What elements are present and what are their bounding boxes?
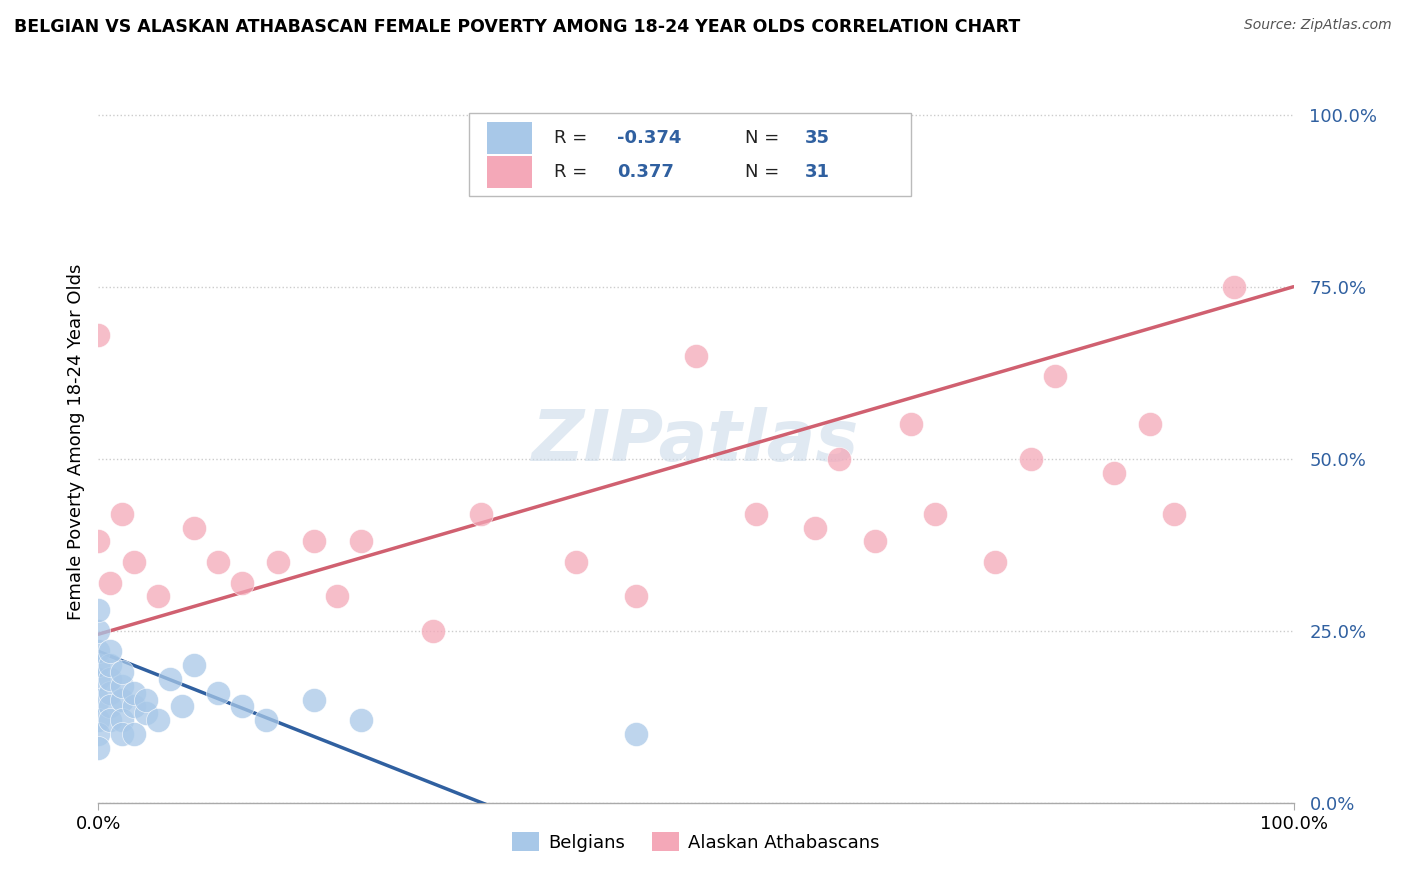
- Point: [984, 555, 1007, 569]
- Text: ZIPatlas: ZIPatlas: [533, 407, 859, 476]
- Point: [87, 534, 110, 549]
- Point: [111, 727, 134, 741]
- Text: -0.374: -0.374: [617, 129, 682, 147]
- Point: [326, 590, 349, 604]
- Point: [148, 590, 170, 604]
- Text: 35: 35: [804, 129, 830, 147]
- Point: [87, 603, 110, 617]
- Point: [111, 713, 134, 727]
- Point: [87, 727, 110, 741]
- Point: [865, 534, 887, 549]
- Point: [1019, 451, 1042, 466]
- Point: [302, 692, 325, 706]
- Text: N =: N =: [745, 129, 785, 147]
- Point: [254, 713, 277, 727]
- Point: [98, 575, 122, 590]
- Point: [302, 534, 325, 549]
- Point: [924, 507, 946, 521]
- Y-axis label: Female Poverty Among 18-24 Year Olds: Female Poverty Among 18-24 Year Olds: [66, 263, 84, 620]
- FancyBboxPatch shape: [470, 112, 911, 196]
- Point: [1223, 279, 1246, 293]
- Point: [183, 520, 205, 534]
- Text: BELGIAN VS ALASKAN ATHABASCAN FEMALE POVERTY AMONG 18-24 YEAR OLDS CORRELATION C: BELGIAN VS ALASKAN ATHABASCAN FEMALE POV…: [14, 18, 1021, 36]
- Point: [98, 686, 122, 700]
- Text: R =: R =: [554, 129, 593, 147]
- Point: [804, 520, 827, 534]
- Point: [87, 644, 110, 658]
- Point: [626, 590, 648, 604]
- Point: [124, 699, 146, 714]
- Point: [422, 624, 444, 638]
- Point: [135, 692, 157, 706]
- Point: [1043, 369, 1066, 384]
- Text: N =: N =: [745, 163, 785, 181]
- Point: [172, 699, 194, 714]
- Point: [124, 555, 146, 569]
- Point: [231, 575, 253, 590]
- Text: Source: ZipAtlas.com: Source: ZipAtlas.com: [1244, 18, 1392, 32]
- Bar: [486, 156, 533, 188]
- Point: [207, 555, 229, 569]
- Text: R =: R =: [554, 163, 593, 181]
- Point: [111, 679, 134, 693]
- Point: [470, 507, 492, 521]
- Point: [87, 658, 110, 673]
- Point: [745, 507, 768, 521]
- Legend: Belgians, Alaskan Athabascans: Belgians, Alaskan Athabascans: [505, 825, 887, 859]
- Point: [111, 665, 134, 679]
- Point: [87, 713, 110, 727]
- Point: [124, 727, 146, 741]
- Point: [87, 692, 110, 706]
- Point: [98, 699, 122, 714]
- Point: [87, 672, 110, 686]
- Point: [111, 507, 134, 521]
- Point: [350, 713, 373, 727]
- Point: [98, 713, 122, 727]
- Point: [98, 658, 122, 673]
- Point: [98, 644, 122, 658]
- Point: [135, 706, 157, 721]
- Point: [183, 658, 205, 673]
- Point: [267, 555, 290, 569]
- Text: 31: 31: [804, 163, 830, 181]
- Point: [148, 713, 170, 727]
- Point: [159, 672, 181, 686]
- Point: [98, 672, 122, 686]
- Point: [87, 327, 110, 342]
- Bar: [486, 122, 533, 154]
- Point: [900, 417, 922, 432]
- Point: [350, 534, 373, 549]
- Point: [207, 686, 229, 700]
- Point: [124, 686, 146, 700]
- Point: [626, 727, 648, 741]
- Point: [685, 349, 707, 363]
- Point: [565, 555, 588, 569]
- Point: [1163, 507, 1185, 521]
- Text: 0.377: 0.377: [617, 163, 673, 181]
- Point: [1139, 417, 1161, 432]
- Point: [87, 740, 110, 755]
- Point: [231, 699, 253, 714]
- Point: [111, 692, 134, 706]
- Point: [1104, 466, 1126, 480]
- Point: [87, 624, 110, 638]
- Point: [828, 451, 851, 466]
